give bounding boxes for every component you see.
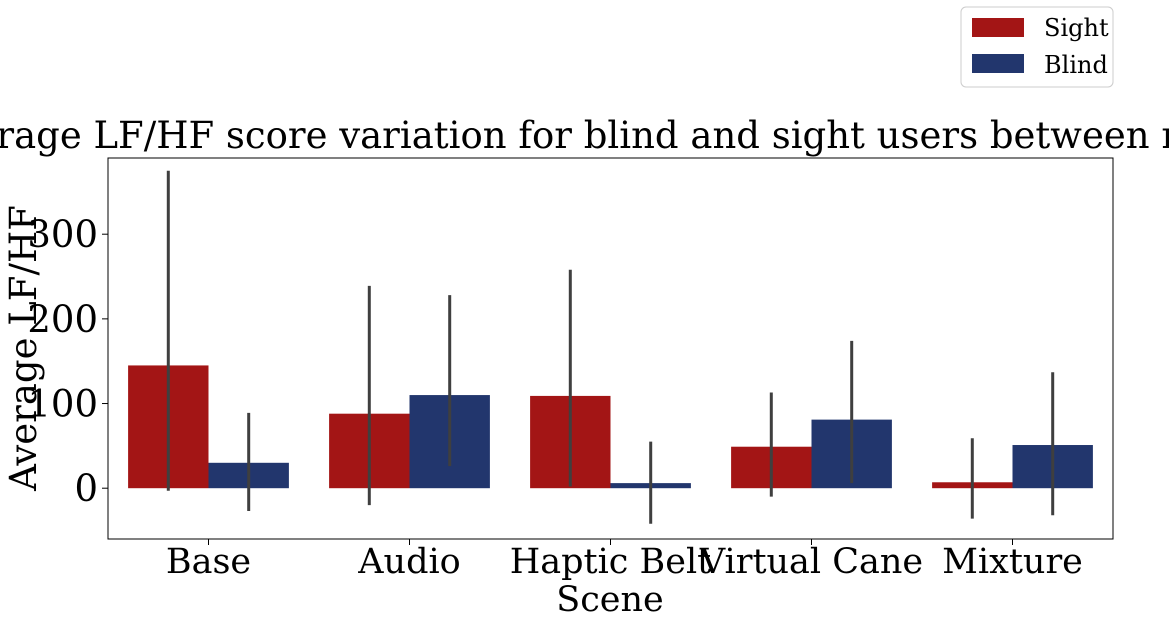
legend-label-sight: Sight — [1044, 14, 1109, 42]
x-axis-label: Scene — [556, 580, 664, 620]
x-tick-label: Mixture — [942, 542, 1083, 582]
y-axis: 0 100 200 300 — [27, 213, 108, 510]
legend[interactable]: Sight Blind — [960, 6, 1114, 88]
y-tick-label: 300 — [27, 213, 98, 256]
chart-title: Average LF/HF score variation for blind … — [0, 114, 1169, 157]
y-axis-label: Average LF/HF — [2, 205, 45, 492]
bars-layer — [128, 365, 1093, 489]
y-tick-label: 0 — [74, 467, 98, 510]
y-tick-label: 100 — [27, 383, 98, 426]
y-tick-label: 200 — [27, 298, 98, 341]
error-bars-layer — [166, 170, 1055, 524]
x-tick-label: Base — [166, 542, 251, 582]
legend-swatch-sight — [972, 18, 1024, 37]
legend-swatch-blind — [972, 54, 1024, 73]
x-tick-label: Audio — [357, 542, 461, 582]
x-tick-label: Virtual Cane — [699, 542, 923, 582]
x-tick-label: Haptic Belt — [510, 542, 711, 582]
legend-label-blind: Blind — [1044, 51, 1108, 79]
